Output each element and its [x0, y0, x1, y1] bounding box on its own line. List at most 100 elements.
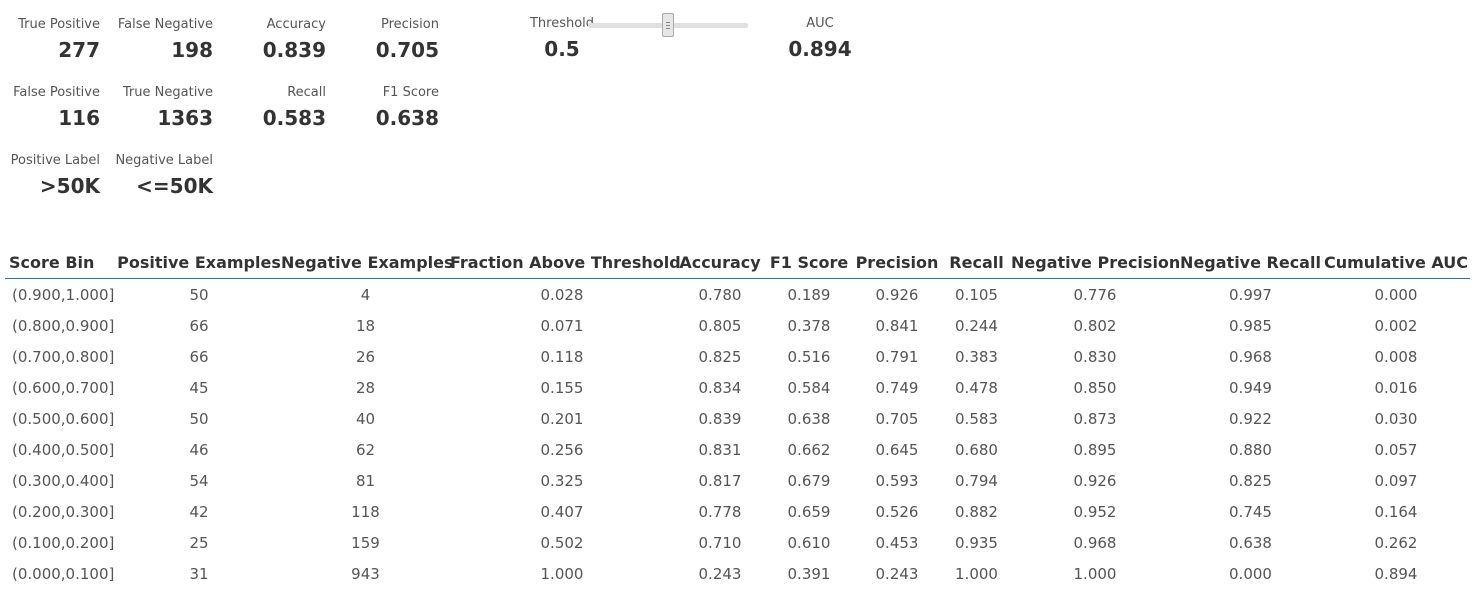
score-bin-cell: (0.800,0.900] — [12, 316, 115, 335]
negative-examples-cell: 62 — [355, 440, 376, 459]
true-negative-metric: True Negative 1363 — [113, 85, 213, 131]
negative-recall-cell: 0.880 — [1229, 440, 1272, 459]
recall-value: 0.583 — [262, 106, 326, 130]
auc-value: 0.894 — [788, 37, 852, 61]
score-bin-table: Score Bin Positive Examples Negative Examp… — [5, 246, 1470, 589]
positive-examples-cell: 25 — [189, 533, 209, 552]
table-row: (0.400,0.500] 46 62 0.256 0.831 0.662 0.645 0.6… — [5, 434, 1470, 465]
negative-examples-cell: 4 — [360, 285, 371, 304]
negative-recall-cell: 0.638 — [1229, 533, 1272, 552]
threshold-metric: Threshold 0.5 — [497, 16, 627, 62]
negative-label-label: Negative Label — [115, 153, 213, 168]
fraction-above-threshold-cell: 0.256 — [540, 440, 584, 459]
score-bin-cell: (0.300,0.400] — [12, 471, 115, 490]
f1-score-cell: 0.638 — [787, 409, 831, 428]
accuracy-label: Accuracy — [266, 17, 326, 32]
cumulative-auc-header: Cumulative AUC — [1322, 246, 1470, 279]
recall-cell: 1.000 — [955, 564, 998, 583]
recall-cell: 0.583 — [955, 409, 998, 428]
false-positive-value: 116 — [58, 106, 100, 130]
precision-cell: 0.926 — [875, 285, 919, 304]
f1-score-cell: 0.516 — [787, 347, 831, 366]
accuracy-header: Accuracy — [674, 246, 766, 279]
recall-cell: 0.105 — [955, 285, 998, 304]
fraction-above-threshold-cell: 0.028 — [540, 285, 584, 304]
f1-score-metric: F1 Score 0.638 — [354, 85, 439, 131]
negative-precision-header: Negative Precision — [1011, 246, 1180, 279]
score-bin-cell: (0.000,0.100] — [12, 564, 115, 583]
accuracy-cell: 0.817 — [698, 471, 742, 490]
recall-cell: 0.680 — [955, 440, 998, 459]
precision-value: 0.705 — [375, 38, 439, 62]
negative-recall-cell: 0.825 — [1229, 471, 1272, 490]
false-negative-value: 198 — [171, 38, 213, 62]
false-positive-label: False Positive — [13, 85, 100, 100]
threshold-slider-handle[interactable] — [662, 13, 674, 37]
cumulative-auc-cell: 0.057 — [1374, 440, 1418, 459]
true-negative-value: 1363 — [157, 106, 213, 130]
recall-cell: 0.244 — [955, 316, 998, 335]
negative-recall-cell: 0.745 — [1229, 502, 1272, 521]
slider-grip-line — [666, 28, 670, 29]
precision-cell: 0.705 — [875, 409, 919, 428]
f1-score-cell: 0.584 — [787, 378, 831, 397]
accuracy-cell: 0.825 — [698, 347, 742, 366]
negative-precision-cell: 0.873 — [1073, 409, 1117, 428]
cumulative-auc-cell: 0.262 — [1374, 533, 1418, 552]
f1-score-header: F1 Score — [766, 246, 852, 279]
negative-examples-header: Negative Examples — [281, 246, 454, 279]
cumulative-auc-cell: 0.000 — [1374, 285, 1418, 304]
false-negative-metric: False Negative 198 — [108, 17, 213, 63]
positive-examples-header: Positive Examples — [117, 246, 281, 279]
table-row: (0.500,0.600] 50 40 0.201 0.839 0.638 0.705 0.5… — [5, 403, 1470, 434]
negative-recall-header: Negative Recall — [1179, 246, 1322, 279]
table-body: (0.900,1.000] 50 4 0.028 0.780 0.189 0.926 0.10… — [5, 279, 1470, 590]
precision-header: Precision — [852, 246, 942, 279]
fraction-above-threshold-cell: 0.118 — [540, 347, 584, 366]
negative-examples-cell: 18 — [355, 316, 376, 335]
score-bin-header: Score Bin — [5, 246, 117, 279]
table-row: (0.800,0.900] 66 18 0.071 0.805 0.378 0.841 0.2… — [5, 310, 1470, 341]
false-positive-metric: False Positive 116 — [5, 85, 100, 131]
accuracy-cell: 0.710 — [698, 533, 742, 552]
positive-label-metric: Positive Label >50K — [2, 153, 100, 199]
cumulative-auc-cell: 0.016 — [1374, 378, 1418, 397]
precision-cell: 0.593 — [875, 471, 919, 490]
negative-recall-cell: 0.949 — [1229, 378, 1272, 397]
negative-precision-cell: 0.926 — [1073, 471, 1117, 490]
negative-recall-cell: 0.000 — [1229, 564, 1272, 583]
accuracy-cell: 0.831 — [698, 440, 742, 459]
positive-label-value: >50K — [39, 174, 100, 198]
score-bin-cell: (0.600,0.700] — [12, 378, 115, 397]
score-bin-cell: (0.700,0.800] — [12, 347, 115, 366]
threshold-label: Threshold — [529, 16, 595, 31]
table-row: (0.600,0.700] 45 28 0.155 0.834 0.584 0.749 0.4… — [5, 372, 1470, 403]
threshold-value: 0.5 — [544, 37, 580, 61]
fraction-above-threshold-cell: 0.407 — [540, 502, 584, 521]
true-negative-label: True Negative — [122, 85, 213, 100]
accuracy-value: 0.839 — [262, 38, 326, 62]
negative-recall-cell: 0.922 — [1229, 409, 1272, 428]
score-bin-cell: (0.200,0.300] — [12, 502, 115, 521]
true-positive-label: True Positive — [18, 17, 100, 32]
slider-grip-line — [666, 22, 670, 23]
true-positive-value: 277 — [58, 38, 100, 62]
accuracy-cell: 0.780 — [698, 285, 742, 304]
negative-examples-cell: 40 — [355, 409, 376, 428]
recall-cell: 0.478 — [955, 378, 998, 397]
table-header-row: Score Bin Positive Examples Negative Examp… — [5, 246, 1470, 279]
fraction-above-threshold-cell: 0.201 — [540, 409, 584, 428]
f1-score-cell: 0.189 — [787, 285, 831, 304]
negative-precision-cell: 0.850 — [1073, 378, 1117, 397]
positive-examples-cell: 66 — [189, 347, 209, 366]
auc-metric: AUC 0.894 — [775, 16, 865, 62]
precision-cell: 0.526 — [875, 502, 919, 521]
cumulative-auc-cell: 0.002 — [1374, 316, 1418, 335]
cumulative-auc-cell: 0.008 — [1374, 347, 1418, 366]
negative-recall-cell: 0.997 — [1229, 285, 1272, 304]
negative-examples-cell: 28 — [355, 378, 376, 397]
recall-cell: 0.383 — [955, 347, 998, 366]
f1-score-cell: 0.659 — [787, 502, 831, 521]
recall-cell: 0.882 — [955, 502, 998, 521]
true-positive-metric: True Positive 277 — [10, 17, 100, 63]
